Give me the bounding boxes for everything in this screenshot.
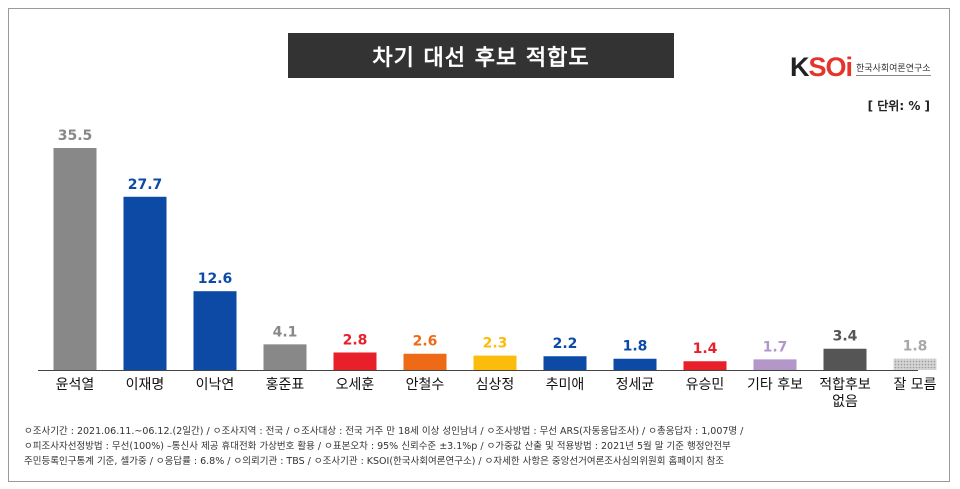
category-label-6: 심상정 xyxy=(476,377,515,393)
value-label-5: 2.6 xyxy=(413,334,438,350)
value-label-2: 12.6 xyxy=(198,271,233,287)
bar-4 xyxy=(333,352,377,370)
value-label-8: 1.8 xyxy=(623,339,648,355)
category-label-0: 윤석열 xyxy=(56,377,95,393)
bar-5 xyxy=(403,353,447,370)
bar-0 xyxy=(53,148,97,370)
logo-wordmark: KSOi xyxy=(790,52,853,82)
logo-org-name: 한국사회여론연구소 xyxy=(856,61,931,76)
survey-footnote: ㅇ조사기간 : 2021.06.11.~06.12.(2일간) / ㅇ조사지역 … xyxy=(24,424,936,469)
category-label-3: 홍준표 xyxy=(266,377,305,393)
footnote-line-2: ㅇ피조사자선정방법 : 무선(100%) –통신사 제공 휴대전화 가상번호 활… xyxy=(24,441,731,452)
category-label-2: 이낙연 xyxy=(196,377,235,393)
chart-title: 차기 대선 후보 적합도 xyxy=(288,33,674,78)
bar-11 xyxy=(823,348,867,370)
category-label-11: 적합후보 없음 xyxy=(819,377,871,410)
footnote-line-1: ㅇ조사기간 : 2021.06.11.~06.12.(2일간) / ㅇ조사지역 … xyxy=(24,426,744,437)
bar-12 xyxy=(893,358,937,370)
category-label-4: 오세훈 xyxy=(336,377,375,393)
value-label-12: 1.8 xyxy=(903,339,928,355)
category-label-1: 이재명 xyxy=(126,377,165,393)
value-label-11: 3.4 xyxy=(833,329,858,345)
bar-1 xyxy=(123,196,167,370)
category-label-9: 유승민 xyxy=(686,377,725,393)
bar-6 xyxy=(473,355,517,370)
bar-9 xyxy=(683,361,727,370)
value-label-0: 35.5 xyxy=(58,128,93,144)
value-label-6: 2.3 xyxy=(483,336,508,352)
value-label-9: 1.4 xyxy=(693,341,718,357)
bar-2 xyxy=(193,291,237,370)
unit-label: [ 단위: % ] xyxy=(867,99,930,113)
bar-7 xyxy=(543,356,587,370)
bar-8 xyxy=(613,358,657,370)
ksoi-logo: KSOi 한국사회여론연구소 xyxy=(790,50,931,82)
bar-10 xyxy=(753,359,797,370)
value-label-4: 2.8 xyxy=(343,332,368,348)
category-label-10: 기타 후보 xyxy=(747,377,803,393)
bar-3 xyxy=(263,344,307,370)
category-label-5: 안철수 xyxy=(406,377,445,393)
value-label-7: 2.2 xyxy=(553,336,578,352)
category-label-7: 추미애 xyxy=(546,377,585,393)
category-label-8: 정세균 xyxy=(616,377,655,393)
value-label-3: 4.1 xyxy=(273,324,298,340)
category-label-12: 잘 모름 xyxy=(893,377,936,393)
value-label-1: 27.7 xyxy=(128,177,163,193)
value-label-10: 1.7 xyxy=(763,339,788,355)
footnote-line-3: 주민등록인구통계 기준, 셀가중 / ㅇ응답률 : 6.8% / ㅇ의뢰기관 :… xyxy=(24,456,724,467)
